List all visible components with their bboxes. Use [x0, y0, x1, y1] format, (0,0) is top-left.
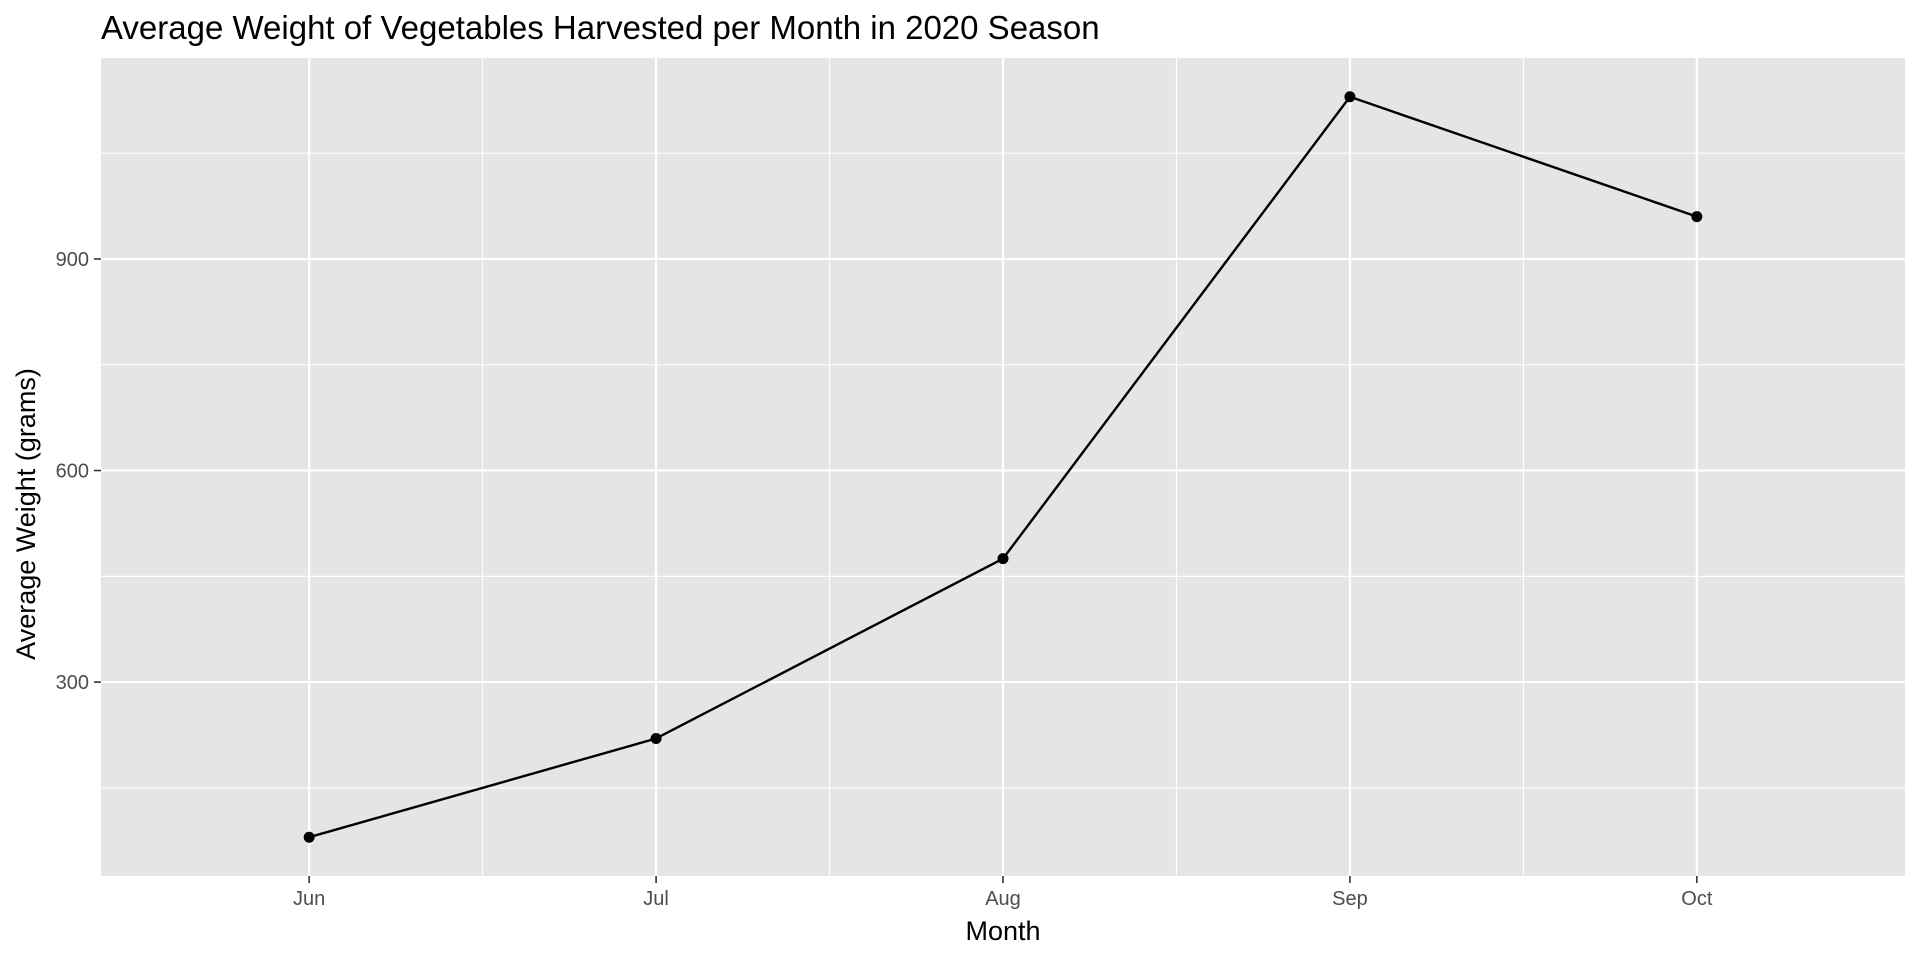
major-gridlines	[101, 58, 1905, 876]
x-tick-label: Sep	[1332, 888, 1368, 910]
x-tick-label: Oct	[1681, 888, 1713, 910]
y-axis-title: Average Weight (grams)	[11, 368, 41, 660]
x-tick-label: Jul	[643, 888, 669, 910]
x-tick-label: Aug	[985, 888, 1021, 910]
x-tick-label: Jun	[293, 888, 325, 910]
y-tick-label: 300	[56, 672, 89, 694]
data-point	[650, 732, 662, 744]
x-axis-title: Month	[965, 916, 1040, 946]
data-point	[1344, 91, 1356, 103]
data-point	[997, 553, 1009, 565]
data-point	[1691, 211, 1703, 223]
data-point	[303, 831, 315, 843]
x-axis: Jun Jul Aug Sep Oct	[293, 876, 1713, 910]
chart-title: Average Weight of Vegetables Harvested p…	[101, 9, 1100, 46]
y-tick-label: 900	[56, 249, 89, 271]
y-axis: 300 600 900	[56, 249, 101, 694]
y-tick-label: 600	[56, 461, 89, 483]
data-points	[303, 91, 1703, 843]
